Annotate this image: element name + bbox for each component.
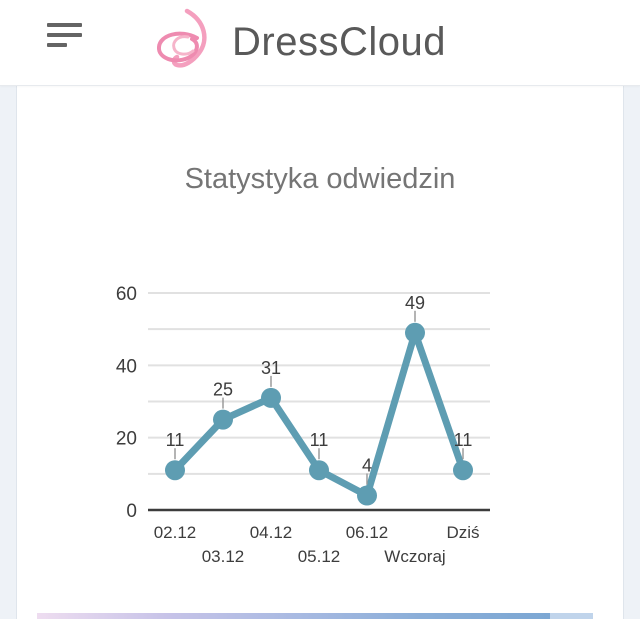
x-axis-tick-label: Dziś [446, 523, 479, 542]
data-point-marker[interactable] [213, 409, 233, 430]
data-point-label: 4 [362, 456, 372, 476]
stats-card [16, 86, 624, 619]
data-point-marker[interactable] [165, 460, 185, 481]
data-point-label: 25 [213, 380, 233, 400]
data-point-marker[interactable] [309, 460, 329, 481]
data-point-marker[interactable] [453, 460, 473, 481]
x-axis-tick-label: Wczoraj [384, 547, 445, 566]
x-axis-tick-label: 06.12 [346, 523, 389, 542]
hamburger-icon [47, 23, 82, 27]
x-axis-tick-label: 02.12 [154, 523, 197, 542]
data-point-label: 31 [261, 358, 281, 378]
y-axis-tick-label: 20 [116, 429, 137, 450]
data-point-marker[interactable] [261, 387, 281, 408]
data-point-marker[interactable] [357, 485, 377, 506]
bottom-banner-gradient [37, 613, 550, 619]
hamburger-menu-button[interactable] [44, 15, 84, 55]
data-point-label: 49 [405, 293, 425, 313]
hamburger-icon [47, 33, 82, 37]
x-axis-tick-label: 05.12 [298, 547, 341, 566]
x-axis-tick-label: 03.12 [202, 547, 245, 566]
dresscloud-swirl-logo-icon [157, 8, 207, 68]
bottom-banner-gradient-tail [550, 613, 593, 619]
data-point-label: 11 [166, 430, 185, 450]
data-point-label: 11 [454, 430, 473, 450]
hamburger-icon [47, 43, 67, 47]
app-header: DressCloud [0, 0, 640, 86]
chart-title: Statystyka odwiedzin [184, 163, 456, 195]
y-axis-tick-label: 0 [126, 501, 137, 522]
y-axis-tick-label: 60 [116, 284, 137, 305]
brand-logo-link[interactable]: DressCloud [156, 0, 446, 85]
data-point-label: 11 [310, 430, 329, 450]
x-axis-tick-label: 04.12 [250, 523, 293, 542]
data-point-marker[interactable] [405, 322, 425, 343]
brand-name: DressCloud [232, 20, 446, 64]
y-axis-tick-label: 40 [116, 356, 137, 377]
